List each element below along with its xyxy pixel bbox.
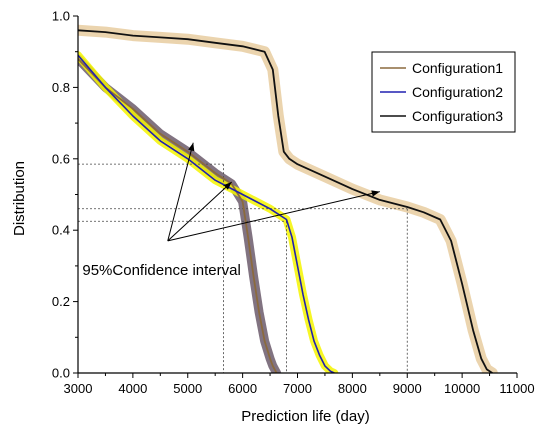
x-tick-label: 4000	[118, 381, 147, 396]
series-line-3	[78, 29, 493, 373]
x-tick-label: 3000	[64, 381, 93, 396]
y-tick-label: 1.0	[52, 9, 70, 24]
x-tick-label: 8000	[338, 381, 367, 396]
x-tick-label: 5000	[173, 381, 202, 396]
x-tick-label: 6000	[228, 381, 257, 396]
y-tick-label: 0.8	[52, 80, 70, 95]
legend-label-2: Configuration2	[412, 84, 503, 100]
y-tick-label: 0.6	[52, 151, 70, 166]
series-line-1	[78, 58, 278, 373]
confidence-band-series-2	[78, 51, 339, 373]
annotation-arrow-2	[167, 181, 232, 242]
x-tick-label: 9000	[393, 381, 422, 396]
confidence-interval-label: 95%Confidence interval	[82, 262, 240, 279]
annotation-arrowhead-1	[188, 142, 195, 152]
y-tick-label: 0.0	[52, 366, 70, 381]
annotation-arrowhead-3	[371, 190, 380, 197]
x-axis-title: Prediction life (day)	[241, 408, 369, 425]
annotation-arrow-1	[167, 142, 194, 242]
annotation-arrow-3	[167, 191, 380, 242]
series-line-2	[78, 54, 335, 373]
annotation-arrowhead-2	[223, 182, 232, 190]
legend-label-1: Configuration1	[412, 60, 503, 76]
y-tick-label: 0.2	[52, 294, 70, 309]
legend-label-3: Configuration3	[412, 108, 503, 124]
x-tick-label: 10000	[444, 381, 480, 396]
y-axis-title: Distribution	[11, 161, 28, 236]
confidence-band-series-1	[78, 54, 282, 373]
y-tick-label: 0.4	[52, 223, 70, 238]
x-tick-label: 11000	[499, 381, 534, 396]
x-tick-label: 7000	[283, 381, 312, 396]
